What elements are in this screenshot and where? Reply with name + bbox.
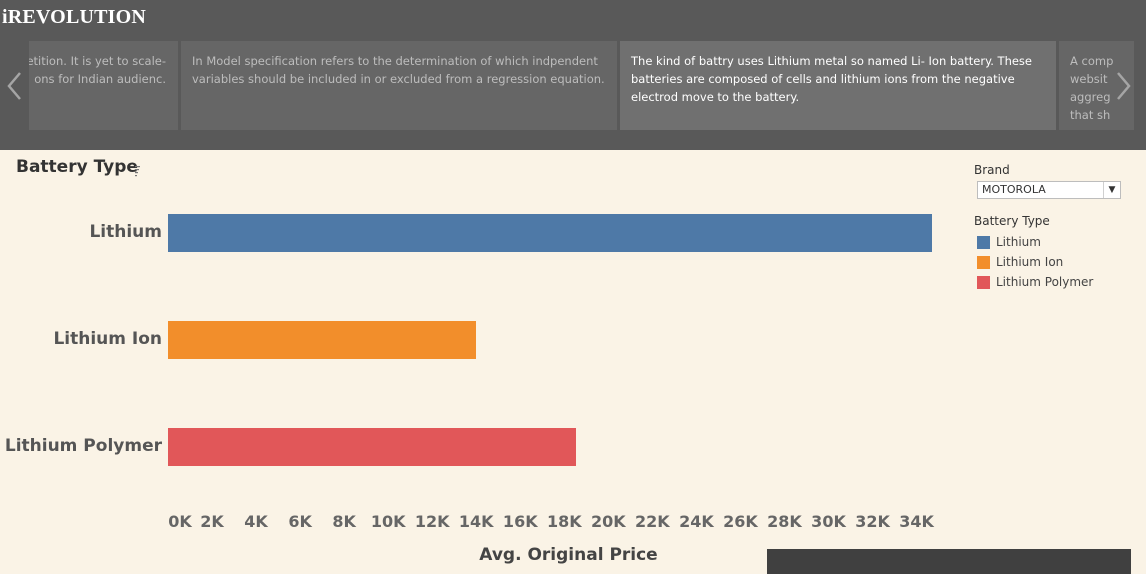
category-label: Lithium Polymer [4,436,162,456]
chevron-left-icon [7,72,21,100]
chevron-down-icon[interactable]: ▼ [1103,182,1120,198]
story-card[interactable]: A comp websit aggreg that sh [1059,41,1134,130]
bar[interactable] [168,214,932,252]
card-line: etition. It is yet to scale- [29,54,166,68]
x-tick-label: 18K [546,512,582,531]
card-line: aggreg [1070,90,1111,104]
legend-swatch [977,235,990,249]
story-card[interactable]: etition. It is yet to scale- ons for Ind… [29,41,178,130]
legend-title: Battery Type [974,214,1050,228]
card-line: that sh [1070,108,1111,122]
x-tick-label: 34K [899,512,934,531]
header-bar: iREVOLUTION etition. It is yet to scale-… [0,0,1146,150]
category-label: Lithium [89,222,162,242]
x-tick-label: 20K [591,512,626,531]
legend-item-lithium[interactable]: Lithium [977,232,1134,252]
x-tick-label: 0K [168,512,192,531]
story-carousel: etition. It is yet to scale- ons for Ind… [29,41,1134,130]
x-tick-label: 22K [635,512,670,531]
category-label: Lithium Ion [53,329,162,349]
x-tick-label: 2K [200,512,224,531]
carousel-next-button[interactable] [1110,62,1138,110]
x-tick-label: 6K [288,512,312,531]
bar[interactable] [168,321,477,359]
card-line: websit [1070,72,1108,86]
story-card[interactable]: In Model specification refers to the det… [181,41,617,130]
brand-filter-title: Brand [974,163,1010,177]
x-tick-label: 30K [811,512,846,531]
legend-label: Lithium Polymer [996,275,1094,289]
legend-label: Lithium [996,235,1041,249]
x-tick-label: 14K [458,512,494,531]
chart-title: Battery Type [16,157,138,177]
story-card-active[interactable]: The kind of battry uses Lithium metal so… [620,41,1056,130]
legend-item-lithium-ion[interactable]: Lithium Ion [977,252,1134,272]
card-line: A comp [1070,54,1114,68]
x-tick-label: 24K [679,512,714,531]
card-line: batteries are composed of cells and lith… [631,72,1015,86]
x-tick-label: 8K [332,512,356,531]
x-tick-label: 28K [767,512,802,531]
brand-select[interactable]: MOTOROLA ▼ [977,181,1121,199]
x-tick-label: 32K [855,512,890,531]
legend-label: Lithium Ion [996,255,1064,269]
card-line: In Model specification refers to the det… [192,54,598,68]
x-axis-label: Avg. Original Price [479,545,658,565]
side-panel: Brand MOTOROLA ▼ Battery Type Lithium Li… [974,163,1134,292]
x-tick-label: 10K [370,512,406,531]
card-line: ons for Indian audienc. [34,72,166,86]
x-tick-label: 16K [502,512,538,531]
card-line: electrod move to the battery. [631,90,800,104]
x-tick-label: 12K [414,512,450,531]
chevron-right-icon [1117,72,1131,100]
bar[interactable] [168,428,577,466]
x-tick-label: 4K [244,512,268,531]
brand-select-value: MOTOROLA [982,183,1046,196]
legend-swatch [977,255,990,269]
tooltip-panel [767,549,1131,574]
x-tick-label: 26K [723,512,758,531]
legend-swatch [977,275,990,289]
card-line: variables should be included in or exclu… [192,72,605,86]
card-line: The kind of battry uses Lithium metal so… [631,54,1032,68]
sort-icon[interactable] [134,165,142,177]
carousel-prev-button[interactable] [0,62,28,110]
app-title: iREVOLUTION [2,6,147,28]
legend-item-lithium-polymer[interactable]: Lithium Polymer [977,272,1134,292]
